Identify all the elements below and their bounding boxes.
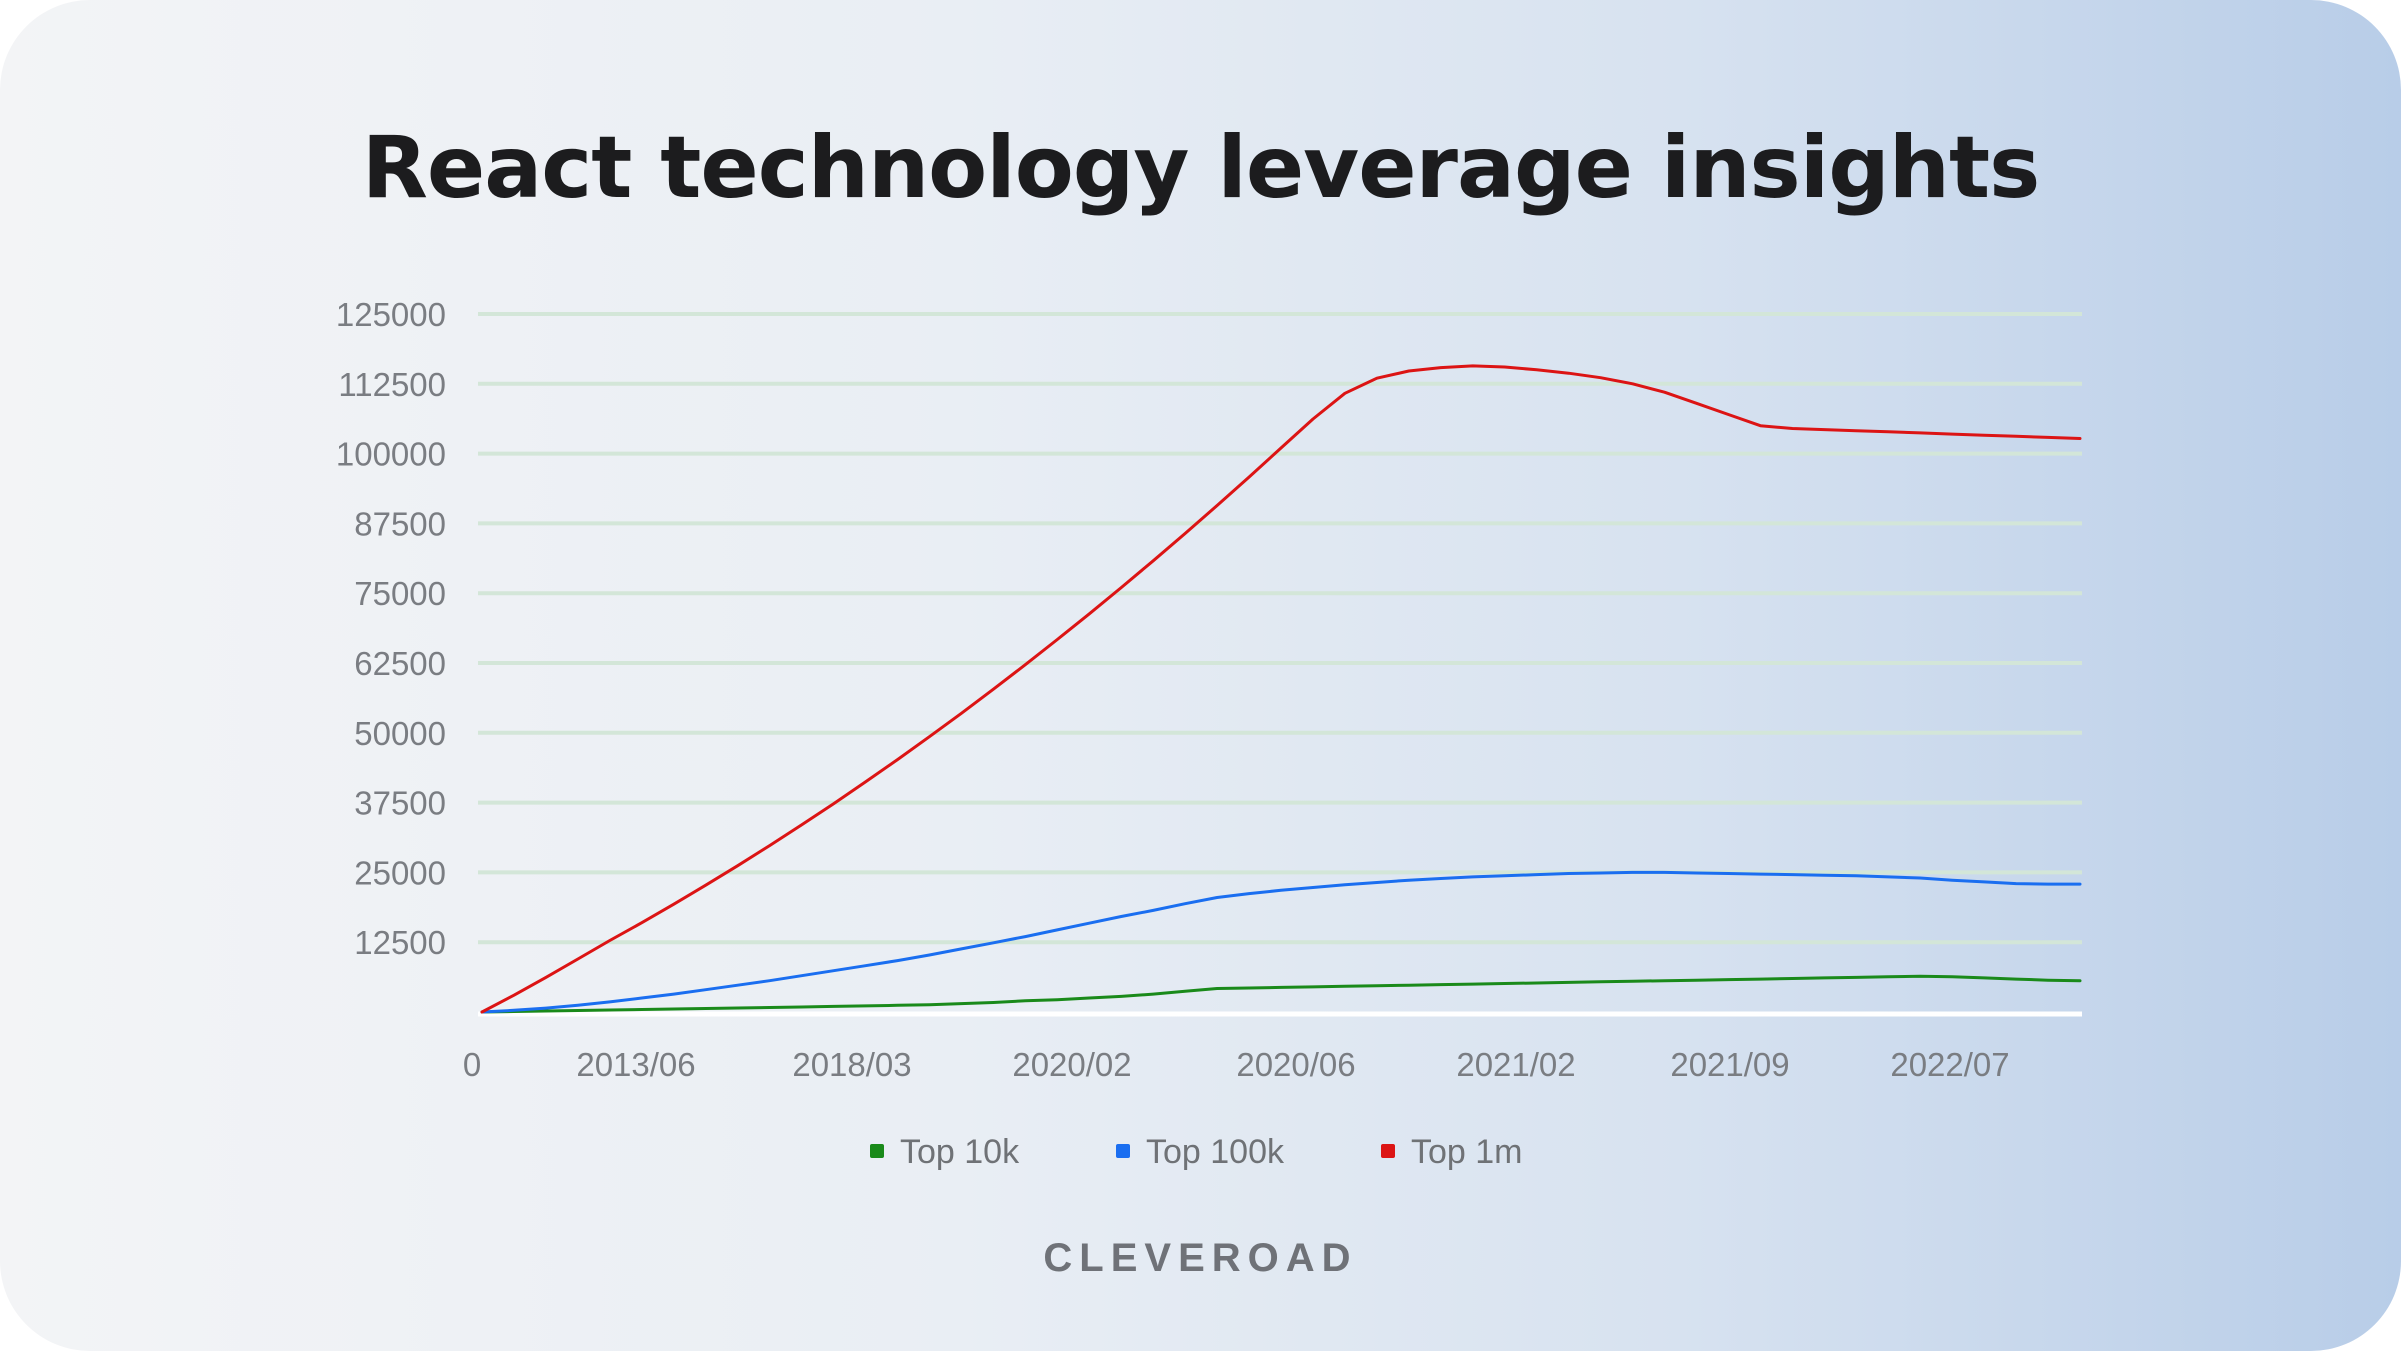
legend-swatch bbox=[1116, 1144, 1130, 1158]
x-tick-label: 0 bbox=[463, 1046, 481, 1083]
y-tick-label: 62500 bbox=[354, 645, 446, 682]
y-tick-label: 87500 bbox=[354, 505, 446, 542]
y-tick-label: 37500 bbox=[354, 785, 446, 822]
legend-label: Top 10k bbox=[900, 1133, 1020, 1171]
chart-title: React technology leverage insights bbox=[361, 118, 2041, 218]
legend-label: Top 100k bbox=[1146, 1133, 1285, 1171]
x-tick-label: 2020/02 bbox=[1012, 1046, 1131, 1083]
y-tick-label: 50000 bbox=[354, 715, 446, 752]
series-line-top-100k bbox=[480, 870, 2082, 1014]
legend-swatch bbox=[1381, 1144, 1395, 1158]
y-tick-label: 100000 bbox=[336, 436, 446, 473]
y-tick-label: 25000 bbox=[354, 854, 446, 891]
x-tick-label: 2021/09 bbox=[1670, 1046, 1789, 1083]
x-tick-label: 2013/06 bbox=[576, 1046, 695, 1083]
series-line-top-1m bbox=[480, 364, 2082, 1014]
series-line-top-10k bbox=[480, 974, 2082, 1014]
y-tick-label: 112500 bbox=[338, 366, 446, 403]
y-tick-label: 12500 bbox=[354, 924, 446, 961]
x-tick-label: 2021/02 bbox=[1456, 1046, 1575, 1083]
legend-swatch bbox=[870, 1144, 884, 1158]
y-tick-label: 125000 bbox=[336, 296, 446, 333]
legend-label: Top 1m bbox=[1411, 1133, 1523, 1171]
x-tick-label: 2022/07 bbox=[1890, 1046, 2009, 1083]
x-tick-label: 2018/03 bbox=[792, 1046, 911, 1083]
y-tick-label: 75000 bbox=[354, 575, 446, 612]
x-tick-label: 2020/06 bbox=[1236, 1046, 1355, 1083]
brand-logo: CLEVEROAD bbox=[1043, 1236, 1358, 1280]
